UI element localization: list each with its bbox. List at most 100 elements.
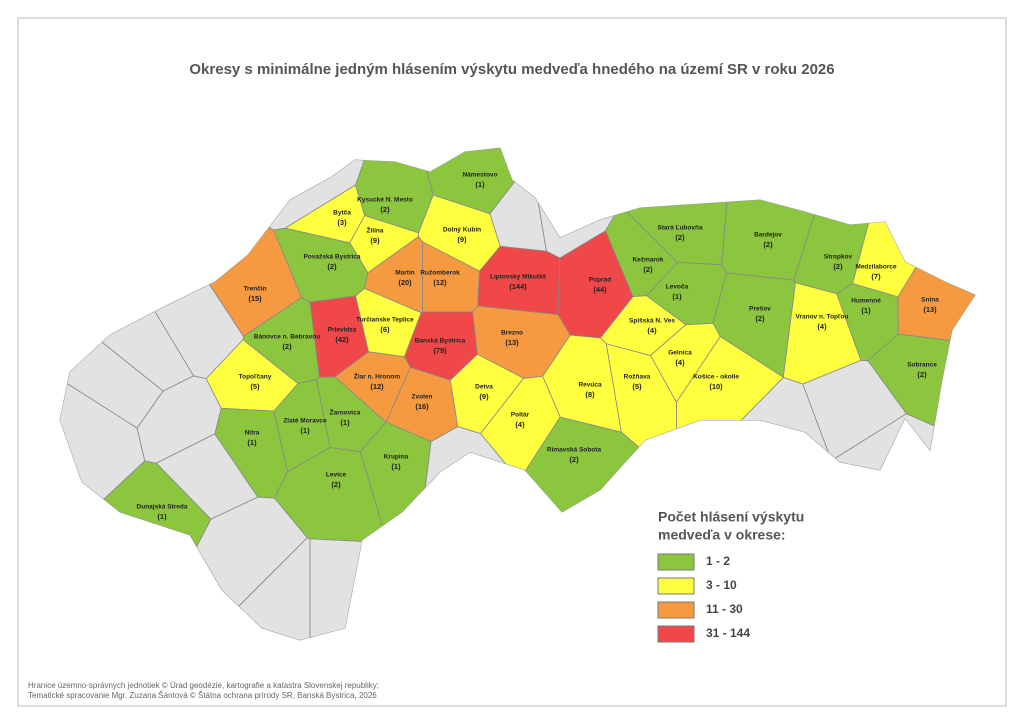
district-name: Turčianske Teplice xyxy=(356,317,414,324)
district-name: Zlaté Moravce xyxy=(283,418,327,425)
district-count: (8) xyxy=(585,390,595,399)
district-unreported xyxy=(678,377,832,640)
district-name: Bytča xyxy=(333,210,351,217)
legend-label: 11 - 30 xyxy=(706,602,743,616)
legend-label: 3 - 10 xyxy=(706,578,737,592)
district-name: Bardejov xyxy=(754,232,782,239)
district-count: (1) xyxy=(475,180,485,189)
district-count: (1) xyxy=(157,512,167,521)
district-count: (2) xyxy=(331,480,341,489)
district-name: Medzilaborce xyxy=(855,264,897,271)
district-count: (1) xyxy=(247,438,257,447)
district-count: (9) xyxy=(457,235,467,244)
district-name: Revúca xyxy=(578,382,602,389)
legend-swatch xyxy=(657,577,695,595)
district-name: Snina xyxy=(921,297,939,304)
district-name: Liptovský Mikuláš xyxy=(490,274,546,281)
district-name: Ružomberok xyxy=(420,270,460,277)
district-name: Sobrance xyxy=(907,362,937,369)
district-name: Vranov n. Topľou xyxy=(796,314,849,321)
district-name: Gelnica xyxy=(668,350,692,357)
frame xyxy=(17,17,1007,707)
district-count: (10) xyxy=(709,382,723,391)
district-count: (16) xyxy=(415,402,429,411)
district-name: Dolný Kubín xyxy=(443,227,481,234)
district-count: (5) xyxy=(250,382,260,391)
district-name: Žiar n. Hronom xyxy=(354,372,400,381)
legend: 1 - 2 3 - 10 11 - 30 31 - 144 xyxy=(657,553,750,643)
district-name: Košice - okolie xyxy=(693,374,739,381)
district-name: Humenné xyxy=(851,298,881,305)
district-count: (79) xyxy=(433,346,447,355)
district-count: (20) xyxy=(398,278,412,287)
district-name: Kysucké N. Mesto xyxy=(357,197,413,204)
district-name: Martin xyxy=(395,270,415,277)
district-count: (1) xyxy=(300,426,310,435)
district-count: (1) xyxy=(391,462,401,471)
district-name: Námestovo xyxy=(462,172,497,179)
district-count: (44) xyxy=(593,285,607,294)
district-count: (1) xyxy=(672,292,682,301)
legend-title: Počet hlásení výskytu xyxy=(658,509,804,525)
district-count: (13) xyxy=(923,305,937,314)
district-name: Dunajská Streda xyxy=(137,504,188,511)
district-count: (5) xyxy=(632,382,642,391)
district-count: (1) xyxy=(861,306,871,315)
district-count: (2) xyxy=(763,240,773,249)
district-name: Rožňava xyxy=(624,374,651,381)
credits: Hranice územno-správnych jednotiek © Úra… xyxy=(28,681,379,690)
district-name: Stará Ľubovňa xyxy=(657,225,703,232)
district-name: Krupina xyxy=(384,454,409,461)
district-name: Bánovce n. Bebravou xyxy=(254,334,320,341)
district-name: Nitra xyxy=(245,430,260,437)
district-count: (9) xyxy=(370,236,380,245)
district-name: Prievidza xyxy=(328,327,357,334)
district-count: (7) xyxy=(871,272,881,281)
district-unreported xyxy=(60,148,195,392)
legend-swatch xyxy=(657,553,695,571)
district-count: (2) xyxy=(917,370,927,379)
legend-title: medveďa v okrese: xyxy=(658,527,786,543)
legend-label: 1 - 2 xyxy=(706,554,730,568)
district-count: (2) xyxy=(327,262,337,271)
district-name: Levice xyxy=(326,472,347,479)
district-count: (12) xyxy=(433,278,447,287)
district-name: Banská Bystrica xyxy=(415,338,466,345)
district-count: (2) xyxy=(380,205,390,214)
district-count: (2) xyxy=(569,455,579,464)
district-labels: Námestovo(1)Bytča(3)Kysucké N. Mesto(2)Ž… xyxy=(137,172,940,521)
district-name: Kežmarok xyxy=(632,257,663,264)
district-count: (15) xyxy=(248,294,262,303)
district-count: (2) xyxy=(755,314,765,323)
district-count: (13) xyxy=(505,338,519,347)
district-count: (144) xyxy=(509,282,527,291)
district-name: Žarnovica xyxy=(330,408,361,417)
district-count: (42) xyxy=(335,335,349,344)
district-count: (4) xyxy=(515,420,525,429)
district-unreported xyxy=(60,148,399,231)
district-count: (9) xyxy=(479,392,489,401)
district xyxy=(355,148,434,234)
district-count: (2) xyxy=(833,262,843,271)
district-name: Brezno xyxy=(501,330,523,337)
district-name: Poprad xyxy=(589,277,611,284)
district-count: (2) xyxy=(643,265,653,274)
district-name: Zvolen xyxy=(412,394,433,401)
legend-swatch xyxy=(657,601,695,619)
district xyxy=(897,148,975,351)
district-count: (4) xyxy=(647,326,657,335)
district-name: Levoča xyxy=(666,284,689,291)
district-count: (2) xyxy=(675,233,685,242)
district-name: Stropkov xyxy=(824,254,853,261)
district-count: (4) xyxy=(675,358,685,367)
district-unreported xyxy=(805,413,975,640)
district-count: (6) xyxy=(380,325,390,334)
district-count: (2) xyxy=(282,342,292,351)
district-name: Prešov xyxy=(749,306,771,313)
district-count: (1) xyxy=(340,418,350,427)
district-count: (4) xyxy=(817,322,827,331)
district xyxy=(852,148,975,298)
